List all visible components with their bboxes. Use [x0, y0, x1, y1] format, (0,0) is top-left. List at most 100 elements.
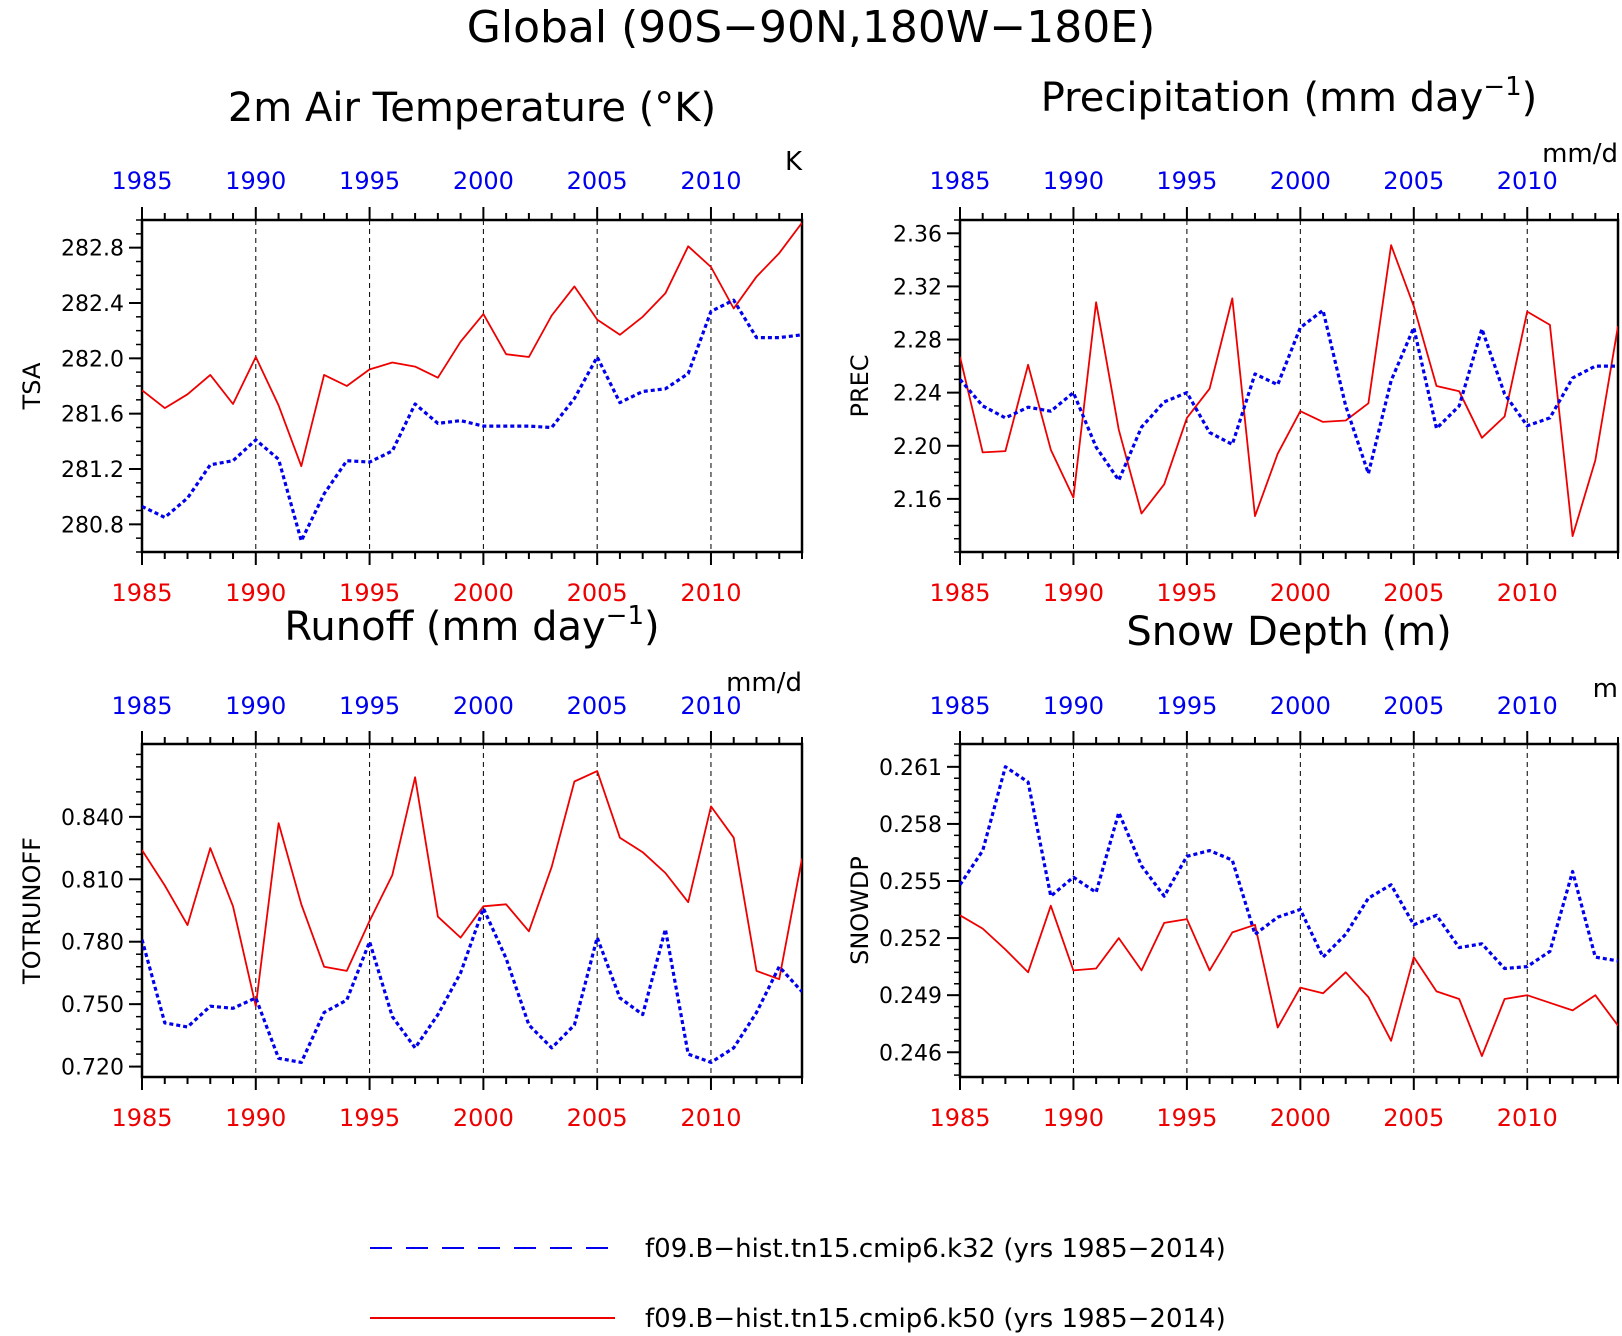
x-tick-label-bottom: 2010 — [680, 579, 741, 607]
series-line-k50 — [142, 222, 802, 468]
x-tick-label-bottom: 2005 — [1383, 579, 1444, 607]
y-tick-label: 280.8 — [61, 513, 124, 538]
x-tick-label-bottom: 1995 — [339, 579, 400, 607]
panel-title: Precipitation (mm day−1) — [1041, 72, 1538, 121]
y-axis-label: SNOWDP — [846, 856, 874, 965]
x-tick-label-top: 2005 — [1383, 167, 1444, 195]
x-tick-label-bottom: 2000 — [453, 579, 514, 607]
x-tick-label-bottom: 1995 — [1156, 1104, 1217, 1132]
y-tick-label: 2.24 — [893, 382, 942, 407]
x-tick-label-bottom: 1985 — [929, 1104, 990, 1132]
chart-panel-tsa: 2m Air Temperature (°K) K TSA 280.8 281.2 281… — [18, 85, 804, 607]
x-tick-label-top: 2005 — [567, 167, 628, 195]
x-tick-label-bottom: 1995 — [1156, 579, 1217, 607]
y-tick-label: 0.780 — [61, 931, 124, 956]
x-tick-label-bottom: 1990 — [1043, 1104, 1104, 1132]
y-tick-label: 0.252 — [879, 927, 942, 952]
series-line-k32 — [142, 298, 802, 543]
x-tick-label-bottom: 1995 — [339, 1104, 400, 1132]
y-tick-label: 0.720 — [61, 1056, 124, 1081]
x-tick-label-bottom: 2000 — [1270, 579, 1331, 607]
x-tick-label-top: 1995 — [1156, 167, 1217, 195]
x-tick-label-bottom: 2010 — [1497, 1104, 1558, 1132]
chart-panel-totrunoff: Runoff (mm day−1) mm/d TOTRUNOFF 0.720 0.750… — [18, 601, 804, 1132]
x-tick-label-top: 1990 — [1043, 692, 1104, 720]
x-tick-label-bottom: 1990 — [225, 579, 286, 607]
units-label: mm/d — [1542, 139, 1618, 169]
x-tick-label-top: 2000 — [453, 167, 514, 195]
x-tick-label-bottom: 2000 — [453, 1104, 514, 1132]
x-tick-label-bottom: 1990 — [1043, 579, 1104, 607]
legend: f09.B−hist.tn15.cmip6.k32 (yrs 1985−2014… — [370, 1234, 1226, 1334]
units-label: K — [785, 147, 803, 177]
units-label: m — [1593, 674, 1618, 704]
chart-panel-snowdp: Snow Depth (m) m SNOWDP 0.246 0.249 0.252 0.25… — [846, 609, 1620, 1132]
x-tick-label-top: 2000 — [1270, 167, 1331, 195]
x-tick-label-bottom: 2005 — [1383, 1104, 1444, 1132]
series-line-k50 — [960, 244, 1618, 537]
x-tick-label-bottom: 2010 — [1497, 579, 1558, 607]
y-axis-label: TOTRUNOFF — [18, 837, 46, 985]
x-tick-label-bottom: 1985 — [111, 579, 172, 607]
x-tick-label-top: 2000 — [453, 692, 514, 720]
chart-panel-prec: Precipitation (mm day−1)mm/d PREC 2.16 2.20… — [846, 72, 1620, 607]
y-tick-label: 0.246 — [879, 1041, 942, 1066]
figure-title: Global (90S−90N,180W−180E) — [467, 2, 1156, 53]
y-tick-label: 0.840 — [61, 806, 124, 831]
series-line-k32 — [960, 765, 1618, 971]
y-tick-label: 0.249 — [879, 984, 942, 1009]
series-line-k50 — [960, 904, 1618, 1057]
plot-frame — [140, 218, 804, 554]
x-tick-label-top: 2010 — [680, 167, 741, 195]
x-tick-label-bottom: 1985 — [111, 1104, 172, 1132]
plot-frame — [958, 742, 1620, 1079]
plot-frame — [958, 218, 1620, 554]
x-tick-label-top: 2010 — [1497, 692, 1558, 720]
y-tick-label: 2.20 — [893, 435, 942, 460]
legend-label: f09.B−hist.tn15.cmip6.k32 (yrs 1985−2014… — [645, 1234, 1226, 1264]
y-tick-label: 2.16 — [893, 488, 942, 513]
panel-title: Snow Depth (m) — [1126, 609, 1451, 655]
y-tick-label: 0.258 — [879, 813, 942, 838]
y-tick-label: 0.810 — [61, 868, 124, 893]
x-tick-label-top: 2010 — [1497, 167, 1558, 195]
y-tick-label: 2.32 — [893, 275, 942, 300]
y-axis-label: PREC — [846, 354, 874, 417]
x-tick-label-top: 2005 — [1383, 692, 1444, 720]
x-tick-label-top: 2010 — [680, 692, 741, 720]
x-tick-label-bottom: 1990 — [225, 1104, 286, 1132]
y-axis-label: TSA — [18, 362, 46, 410]
y-tick-label: 281.2 — [61, 458, 124, 483]
series-line-k32 — [960, 308, 1618, 482]
x-tick-label-top: 1985 — [111, 692, 172, 720]
x-tick-label-bottom: 2000 — [1270, 1104, 1331, 1132]
x-tick-label-top: 1995 — [1156, 692, 1217, 720]
y-tick-label: 282.4 — [61, 292, 124, 317]
x-tick-label-top: 1990 — [225, 167, 286, 195]
y-tick-label: 282.0 — [61, 347, 124, 372]
panel-title: Runoff (mm day−1) — [284, 601, 659, 650]
series-line-k50 — [142, 770, 802, 1008]
x-tick-label-bottom: 2005 — [567, 579, 628, 607]
x-tick-label-top: 1985 — [929, 167, 990, 195]
panels: 2m Air Temperature (°K) K TSA 280.8 281.2 281… — [18, 72, 1620, 1132]
x-tick-label-bottom: 2010 — [680, 1104, 741, 1132]
x-tick-label-bottom: 2005 — [567, 1104, 628, 1132]
y-tick-label: 0.255 — [879, 870, 942, 895]
series-line-k32 — [142, 906, 802, 1065]
x-tick-label-top: 1995 — [339, 167, 400, 195]
x-tick-label-bottom: 1985 — [929, 579, 990, 607]
x-tick-label-top: 1990 — [1043, 167, 1104, 195]
y-tick-label: 0.750 — [61, 993, 124, 1018]
x-tick-label-top: 1990 — [225, 692, 286, 720]
x-tick-label-top: 2000 — [1270, 692, 1331, 720]
x-tick-label-top: 1985 — [111, 167, 172, 195]
panel-title: 2m Air Temperature (°K) — [228, 85, 716, 131]
units-label: mm/d — [726, 668, 802, 698]
y-tick-label: 0.261 — [879, 756, 942, 781]
x-tick-label-top: 1995 — [339, 692, 400, 720]
x-tick-label-top: 1985 — [929, 692, 990, 720]
y-tick-label: 2.36 — [893, 222, 942, 247]
y-tick-label: 282.8 — [61, 237, 124, 262]
